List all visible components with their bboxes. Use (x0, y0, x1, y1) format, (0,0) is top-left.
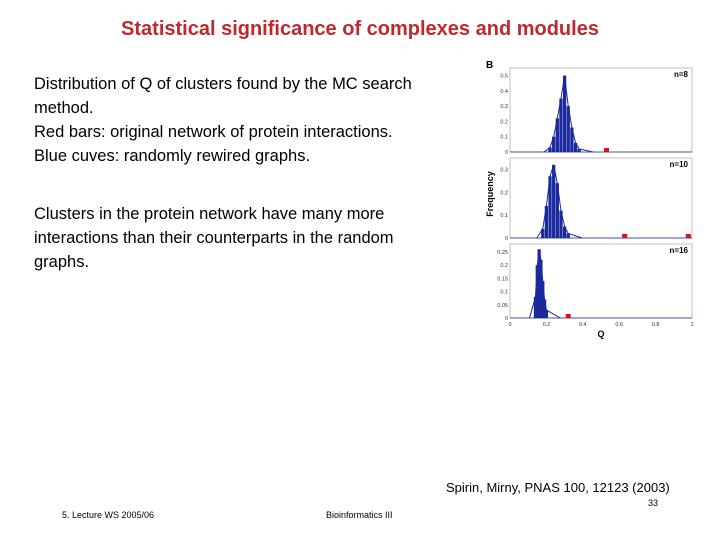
footer-lecture: 5. Lecture WS 2005/06 (62, 510, 155, 520)
y-tick-label: 0.3 (500, 167, 508, 173)
conclusion-line-3: graphs. (34, 253, 90, 271)
y-tick-label: 0.5 (500, 74, 508, 80)
x-axis-label: Q (597, 329, 604, 339)
random-bar (555, 183, 559, 238)
y-tick-label: 0.2 (500, 119, 508, 125)
original-network-bar (565, 314, 571, 318)
random-bar (573, 142, 578, 152)
y-tick-label: 0.1 (500, 290, 508, 296)
conclusion-paragraph: Clusters in the protein network have man… (34, 202, 454, 274)
random-bar (544, 310, 549, 318)
random-bar (566, 233, 570, 238)
random-bar (566, 106, 570, 152)
random-bar (548, 147, 552, 152)
original-network-bar (685, 234, 691, 238)
panel-n-label: n=10 (670, 160, 689, 169)
conclusion-line-1: Clusters in the protein network have man… (34, 205, 385, 223)
description-paragraph: Distribution of Q of clusters found by t… (34, 72, 454, 168)
random-bar (541, 228, 545, 238)
x-tick-label: 0.6 (615, 322, 623, 328)
panel-label: B (486, 60, 493, 71)
conclusion-line-2: interactions than their counterparts in … (34, 229, 394, 247)
q-distribution-figure: B 0.5 0.4 0.3 0.2 0.1 0 n=8 0.3 0.2 0.1 0 n=10 0.25 0.… (485, 60, 694, 339)
panel-n-label: n=16 (670, 246, 689, 255)
x-tick-label: 1 (690, 322, 693, 328)
random-bar (559, 98, 563, 152)
y-axis-label: Frequency (485, 171, 495, 217)
original-network-bar (622, 234, 628, 238)
panel-frame (509, 67, 693, 153)
footer-course: Bioinformatics III (326, 510, 393, 520)
random-bar (562, 226, 567, 238)
y-tick-label: 0.1 (500, 213, 508, 219)
random-fit-curve (536, 164, 583, 239)
y-tick-label: 0 (505, 316, 508, 322)
random-bar (539, 259, 543, 318)
random-bar (542, 299, 547, 318)
random-bar (533, 296, 538, 318)
x-tick-label: 0.4 (579, 322, 587, 328)
random-bar (544, 206, 549, 238)
description-line-4: Blue cuves: randomly rewired graphs. (34, 147, 311, 165)
random-bar (555, 118, 559, 152)
y-tick-label: 0.05 (497, 303, 508, 309)
x-tick-label: 0.2 (543, 322, 551, 328)
citation: Spirin, Mirny, PNAS 100, 12123 (2003) (446, 480, 670, 495)
x-tick-label: 0.8 (652, 322, 660, 328)
description-line-3: Red bars: original network of protein in… (34, 123, 393, 141)
random-bar (541, 281, 545, 318)
random-bar (559, 210, 563, 238)
random-bar (577, 148, 581, 152)
original-network-bar (603, 148, 609, 152)
y-tick-label: 0.15 (497, 276, 508, 282)
random-bar (535, 265, 539, 318)
y-tick-label: 0.2 (500, 263, 508, 269)
panel-n-label: n=8 (674, 70, 689, 79)
random-bar (562, 75, 567, 152)
y-tick-label: 0.3 (500, 104, 508, 110)
slide-title: Statistical significance of complexes an… (121, 18, 599, 40)
random-fit-curve (528, 249, 561, 319)
y-tick-label: 0.4 (500, 89, 508, 95)
y-tick-label: 0 (505, 236, 508, 242)
y-tick-label: 0.1 (500, 135, 508, 141)
x-tick-label: 0 (508, 322, 511, 328)
y-tick-label: 0.2 (500, 190, 508, 196)
random-fit-curve (543, 75, 594, 153)
description-line-2: method. (34, 99, 94, 117)
y-tick-label: 0 (505, 150, 508, 156)
random-bar (570, 127, 574, 152)
description-line-1: Distribution of Q of clusters found by t… (34, 75, 412, 93)
random-bar (552, 136, 556, 152)
y-tick-label: 0.25 (497, 250, 508, 256)
random-bar (537, 249, 541, 318)
page-number: 33 (648, 498, 659, 508)
random-bar (548, 176, 552, 238)
random-bar (552, 164, 556, 238)
panel-frame (509, 157, 693, 239)
